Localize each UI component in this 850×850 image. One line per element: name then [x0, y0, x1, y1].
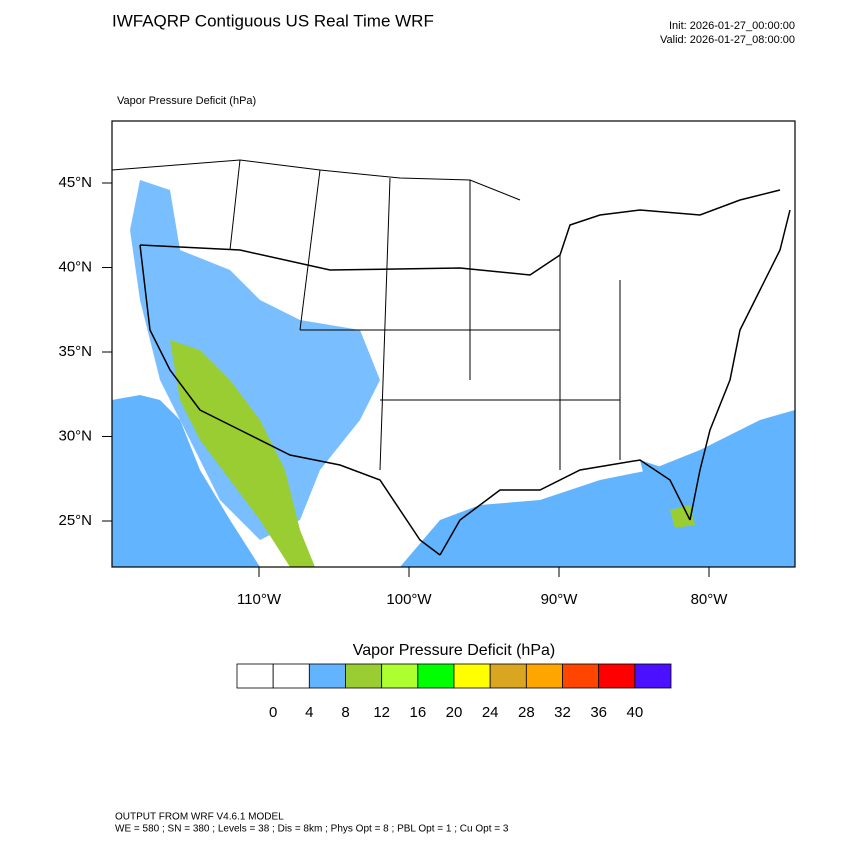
lon-tick-label: 80°W [691, 591, 729, 608]
colorbar-label: 8 [341, 704, 349, 721]
colorbar-box [489, 663, 527, 689]
colorbar-title: Vapor Pressure Deficit (hPa) [353, 642, 555, 659]
footer-line: OUTPUT FROM WRF V4.6.1 MODEL [115, 812, 284, 823]
colorbar-label: 0 [269, 704, 277, 721]
colorbar-box [236, 663, 274, 689]
lat-tick-label: 25°N [58, 512, 92, 529]
map-frame [111, 120, 796, 568]
colorbar-label: 24 [482, 704, 499, 721]
field-label: Vapor Pressure Deficit (hPa) [117, 95, 256, 107]
florida-green [670, 505, 695, 528]
lat-tick-label: 45°N [58, 174, 92, 191]
valid-time: Valid: 2026-01-27_08:00:00 [660, 34, 795, 46]
colorbar-label: 32 [554, 704, 571, 721]
colorbar-label: 16 [409, 704, 426, 721]
colorbar-box [345, 663, 383, 689]
title: IWFAQRP Contiguous US Real Time WRF [112, 11, 434, 30]
footer-line: WE = 580 ; SN = 380 ; Levels = 38 ; Dis … [115, 824, 509, 835]
western-field [130, 180, 380, 540]
state-borders [112, 159, 621, 471]
colorbar-label: 28 [518, 704, 535, 721]
colorbar-box [634, 663, 672, 689]
colorbar-box [308, 663, 346, 689]
colorbar-label: 12 [373, 704, 390, 721]
map-ticks: 45°N 40°N 35°N 30°N 25°N 110°W 100°W 90°W 80°W [58, 174, 728, 608]
init-time: Init: 2026-01-27_00:00:00 [669, 20, 795, 32]
colorbar-box [598, 663, 636, 689]
pacific-field [112, 395, 260, 567]
southwest-field [170, 340, 315, 567]
colorbar-label: 20 [446, 704, 463, 721]
map [111, 120, 796, 568]
colorbar-label: 36 [590, 704, 607, 721]
colorbar-box [381, 663, 419, 689]
lat-tick-label: 30°N [58, 427, 92, 444]
lat-tick-label: 40°N [58, 258, 92, 275]
colorbar-box [525, 663, 563, 689]
coastline [139, 189, 791, 556]
gulf-atlantic-field [400, 410, 795, 567]
colorbar-box [272, 663, 310, 689]
colorbar-label: 40 [626, 704, 643, 721]
colorbar: 0 4 8 12 16 20 24 28 32 36 40 [236, 663, 672, 721]
colorbar-box [453, 663, 491, 689]
lon-tick-label: 90°W [541, 591, 579, 608]
colorbar-box [417, 663, 455, 689]
lat-tick-label: 35°N [58, 343, 92, 360]
lon-tick-label: 100°W [386, 591, 432, 608]
lon-tick-label: 110°W [237, 591, 282, 608]
colorbar-label: 4 [305, 704, 313, 721]
colorbar-box [562, 663, 600, 689]
